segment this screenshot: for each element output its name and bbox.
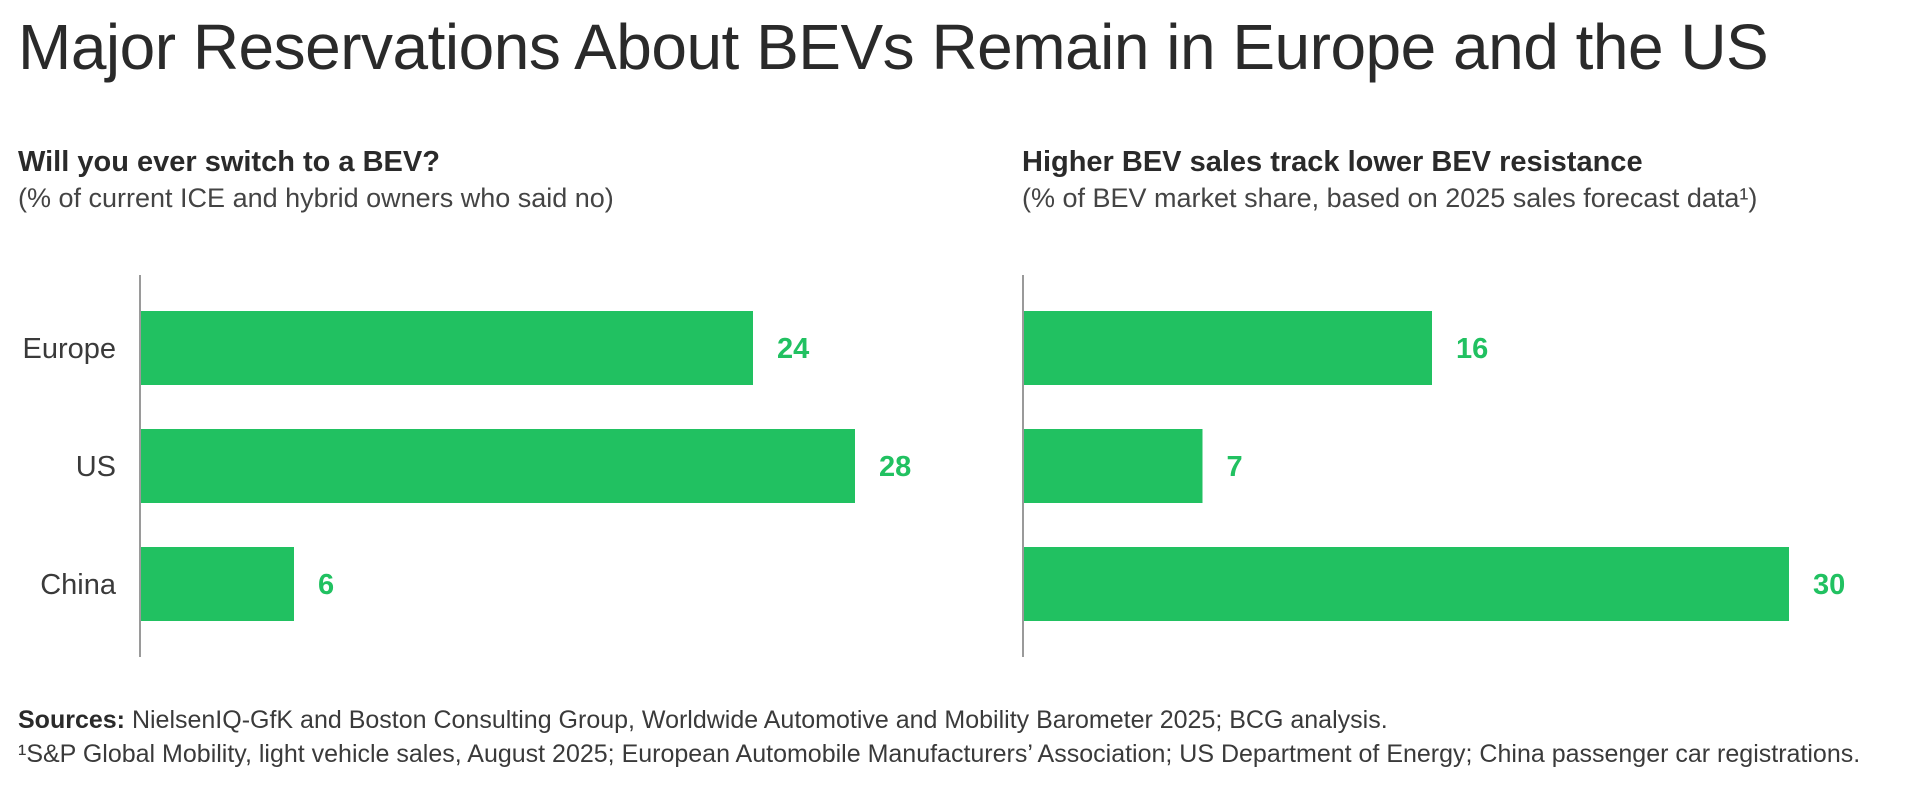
right-chart-header: Higher BEV sales track lower BEV resista… [1022, 146, 1757, 214]
left-chart-title: Will you ever switch to a BEV? [18, 146, 440, 178]
left-value-label-china: 6 [318, 569, 334, 601]
category-label-europe: Europe [22, 333, 116, 365]
right-value-label-europe: 16 [1456, 333, 1488, 365]
right-chart-title: Higher BEV sales track lower BEV resista… [1022, 146, 1643, 178]
footnote: ¹S&P Global Mobility, light vehicle sale… [18, 740, 1861, 768]
left-chart-subtitle: (% of current ICE and hybrid owners who … [18, 183, 614, 213]
sources-label: Sources: [18, 706, 125, 734]
right-chart-subtitle: (% of BEV market share, based on 2025 sa… [1022, 183, 1758, 213]
right-value-label-us: 7 [1227, 451, 1243, 483]
sources-note: Sources: NielsenIQ-GfK and Boston Consul… [18, 703, 1888, 771]
left-value-label-us: 28 [879, 451, 911, 483]
left-value-label-europe: 24 [777, 333, 809, 365]
category-label-us: US [76, 451, 116, 483]
left-bar-us [141, 429, 855, 503]
category-label-china: China [40, 569, 117, 601]
right-bar-china [1024, 547, 1789, 621]
left-chart-header: Will you ever switch to a BEV? (% of cur… [18, 146, 614, 214]
sources-text: NielsenIQ-GfK and Boston Consulting Grou… [131, 706, 1388, 734]
page-title: Major Reservations About BEVs Remain in … [18, 11, 1769, 83]
right-bar-us [1024, 429, 1203, 503]
sources-line: Sources: NielsenIQ-GfK and Boston Consul… [18, 703, 1888, 737]
left-bar-china [141, 547, 294, 621]
right-value-label-china: 30 [1813, 569, 1845, 601]
left-bar-europe [141, 311, 753, 385]
right-bar-europe [1024, 311, 1432, 385]
